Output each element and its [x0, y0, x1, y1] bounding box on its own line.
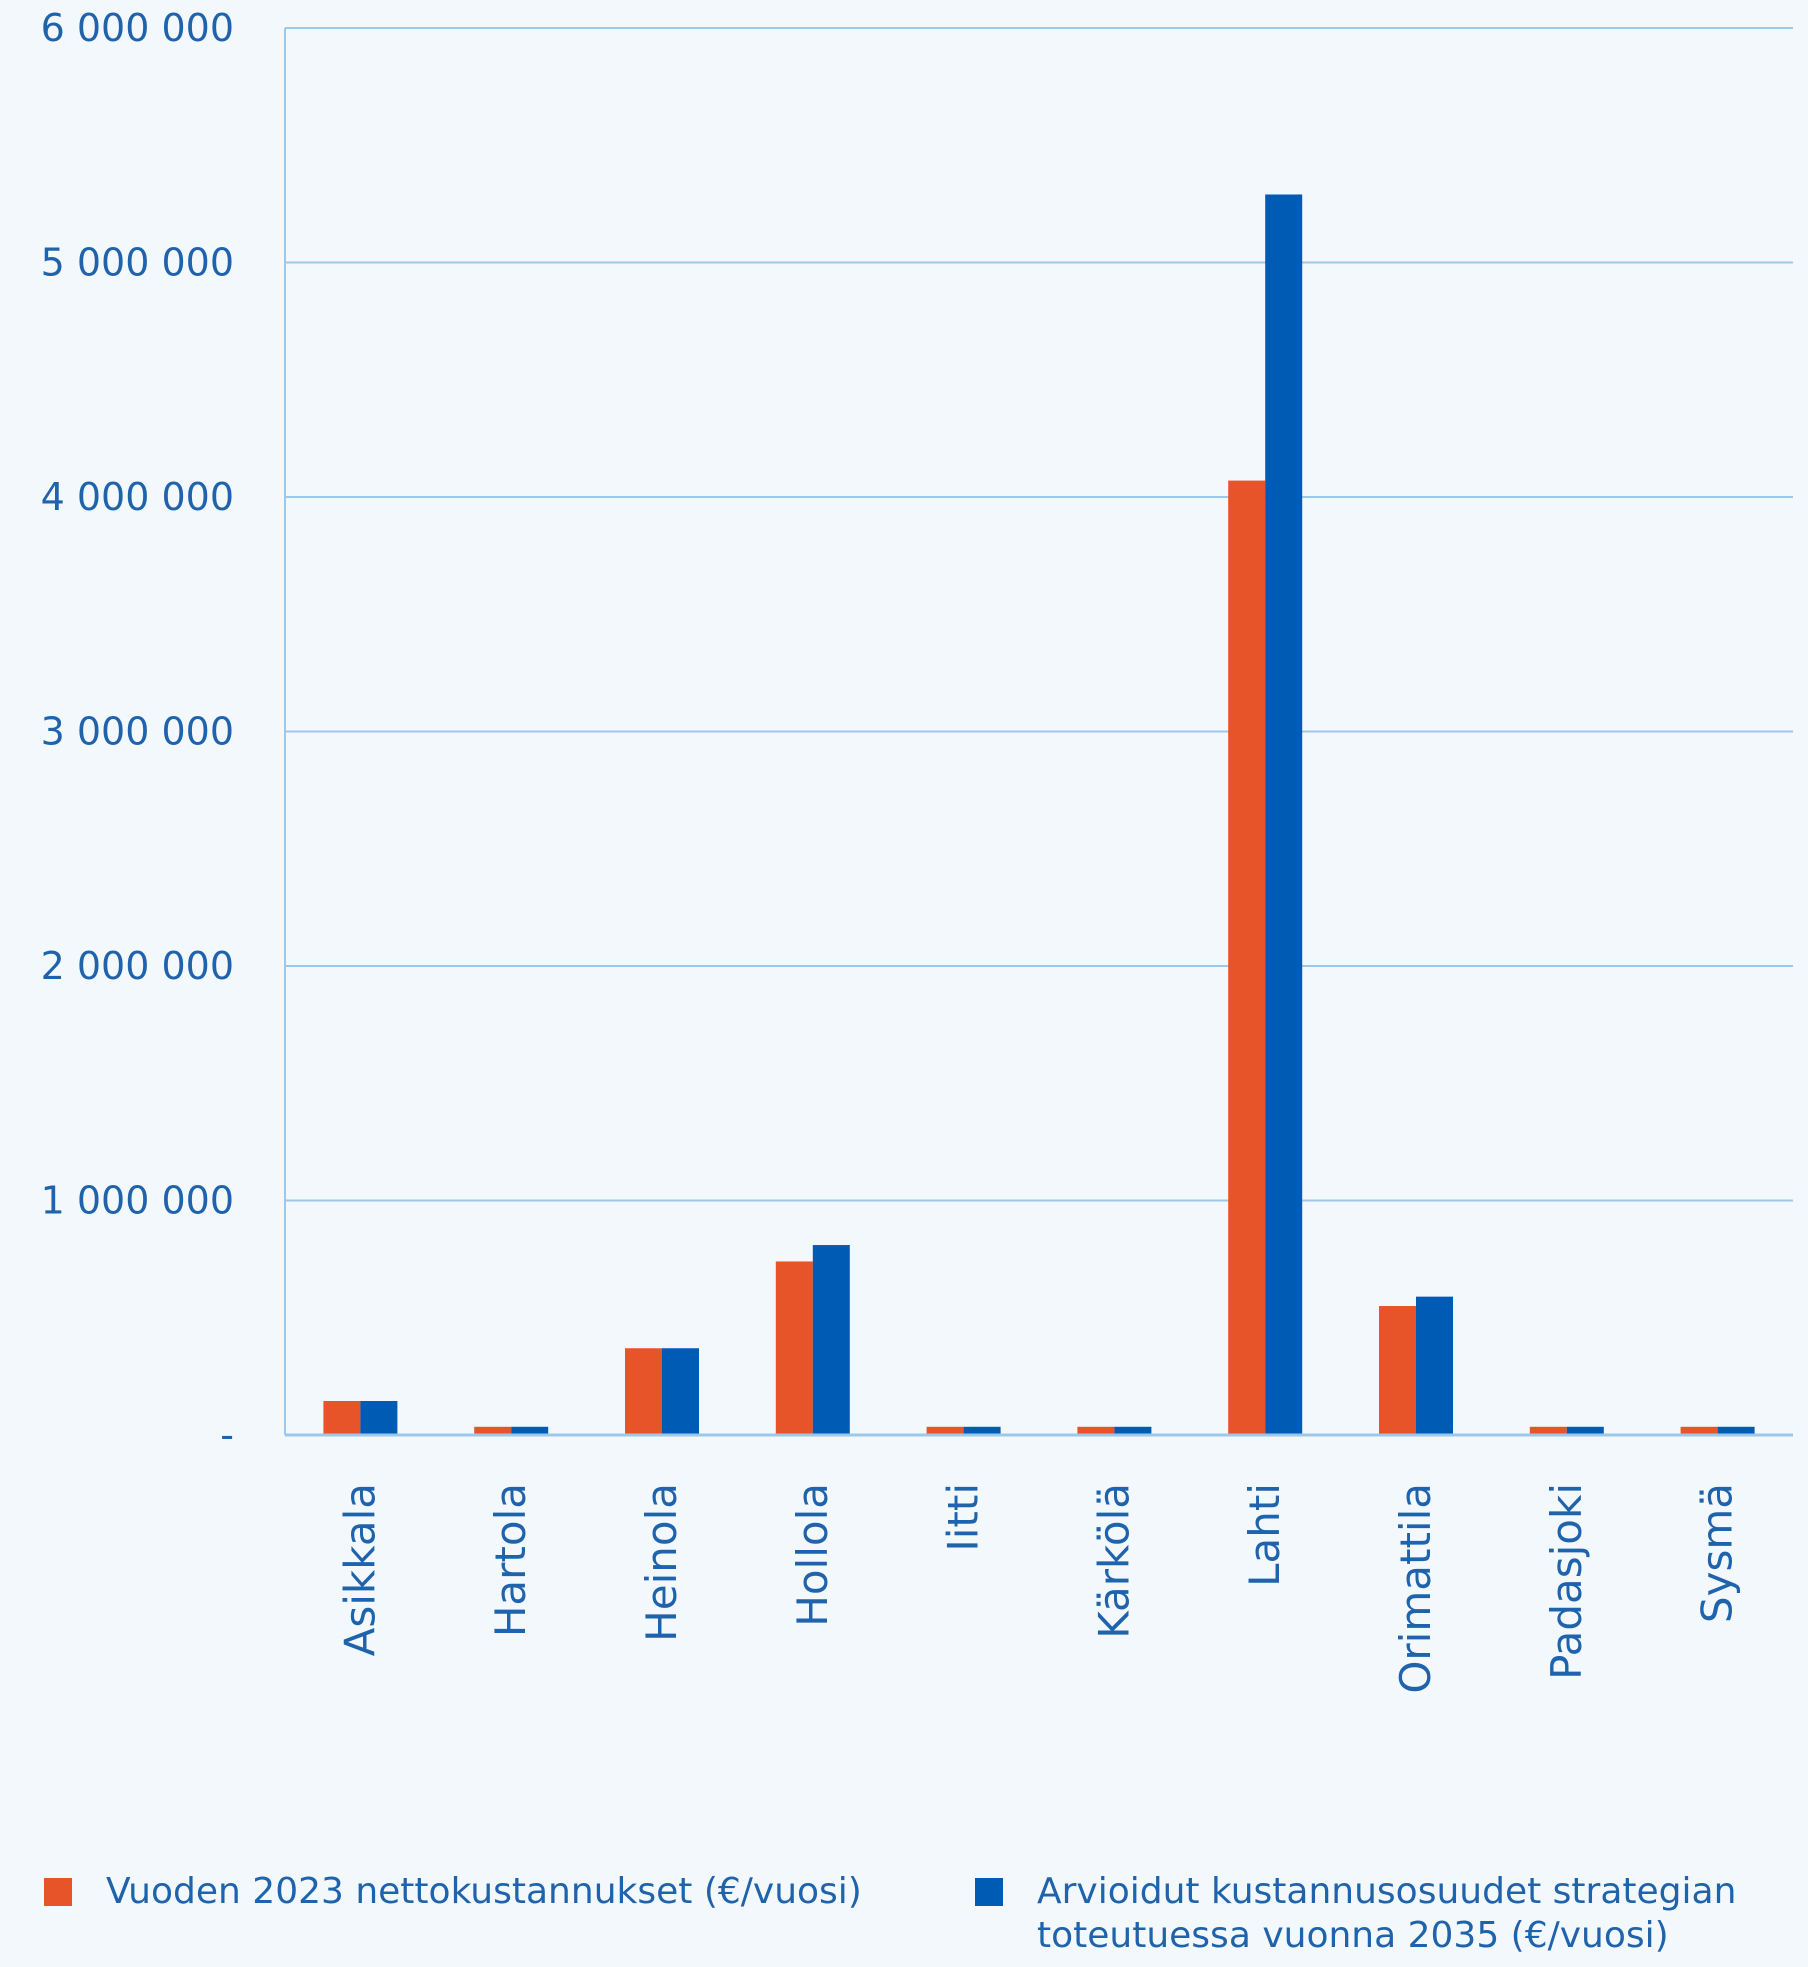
legend-swatch-2035 [975, 1878, 1003, 1906]
x-tick-label: Hartola [486, 1483, 535, 1637]
y-tick-label: 4 000 000 [41, 475, 234, 519]
bar-2023-iitti [926, 1426, 964, 1435]
bar-2035-hartola [511, 1426, 549, 1435]
legend-item-2023: Vuoden 2023 nettokustannukset (€/vuosi) [44, 1870, 862, 1914]
legend: Vuoden 2023 nettokustannukset (€/vuosi) … [0, 1870, 1808, 1967]
y-tick-label: 1 000 000 [41, 1179, 234, 1223]
bar-2023-sysmä [1680, 1426, 1718, 1435]
legend-label-2035: Arvioidut kustannusosuudet strategian to… [1037, 1871, 1737, 1956]
bar-2035-orimattila [1416, 1296, 1453, 1435]
legend-item-2035: Arvioidut kustannusosuudet strategian to… [975, 1870, 1736, 1958]
x-tick-label: Heinola [637, 1483, 686, 1642]
x-tick-label: Orimattila [1391, 1483, 1440, 1694]
bar-2035-asikkala [360, 1400, 398, 1435]
bar-2023-lahti [1228, 480, 1266, 1436]
bar-2023-heinola [625, 1348, 662, 1435]
bar-2035-iitti [963, 1426, 1001, 1435]
grid-lines [284, 27, 1793, 1435]
y-tick-label: 2 000 000 [41, 944, 234, 988]
bar-2023-orimattila [1379, 1306, 1416, 1435]
bar-2035-sysmä [1717, 1426, 1755, 1435]
y-tick-label: - [220, 1413, 234, 1457]
bar-2035-padasjoki [1566, 1426, 1604, 1435]
bar-2035-kärkölä [1114, 1426, 1152, 1435]
legend-label-2023: Vuoden 2023 nettokustannukset (€/vuosi) [106, 1871, 862, 1912]
x-tick-label: Kärkölä [1089, 1483, 1138, 1639]
y-tick-label: 5 000 000 [41, 241, 234, 285]
legend-swatch-2023 [44, 1878, 72, 1906]
x-tick-label: Sysmä [1693, 1483, 1742, 1623]
x-tick-label: Asikkala [335, 1483, 384, 1656]
y-tick-label: 6 000 000 [41, 6, 234, 50]
bars [323, 194, 1755, 1436]
x-tick-label: Lahti [1240, 1483, 1289, 1587]
x-tick-label: Padasjoki [1542, 1483, 1591, 1680]
bar-2023-padasjoki [1529, 1426, 1567, 1435]
x-axis-ticks: Asikkala Hartola Heinola Hollola Iitti Kärköl… [285, 1433, 1793, 1694]
bar-2035-lahti [1265, 194, 1303, 1435]
bar-2023-kärkölä [1077, 1426, 1115, 1435]
y-axis-ticks: - 1 000 000 2 000 000 3 000 000 4 000 000 5 0… [41, 6, 234, 1457]
bar-2023-hartola [474, 1426, 512, 1435]
bar-2035-hollola [812, 1245, 850, 1435]
chart-canvas: - 1 000 000 2 000 000 3 000 000 4 000 000 5 0… [41, 6, 1793, 1694]
x-tick-label: Iitti [939, 1483, 988, 1552]
bar-2023-asikkala [323, 1400, 361, 1435]
bar-2023-hollola [775, 1261, 813, 1435]
x-tick-label: Hollola [788, 1483, 837, 1627]
y-tick-label: 3 000 000 [41, 710, 234, 754]
bar-2035-heinola [662, 1348, 699, 1435]
